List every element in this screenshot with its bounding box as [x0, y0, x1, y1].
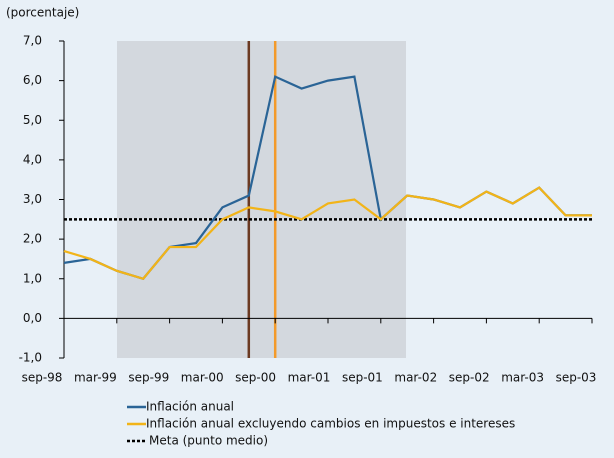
legend-label: Inflación anual	[146, 400, 234, 414]
shaded-period	[117, 41, 406, 358]
y-tick-label: -1,0	[19, 351, 42, 365]
y-tick-label: 5,0	[23, 113, 42, 127]
legend-label: Inflación anual excluyendo cambios en im…	[146, 417, 515, 431]
x-tick-label: mar-01	[288, 371, 331, 385]
y-tick-label: 1,0	[23, 271, 42, 285]
x-tick-label: sep-98	[22, 371, 63, 385]
x-tick-label: sep-02	[449, 371, 490, 385]
x-tick-label: mar-99	[74, 371, 117, 385]
x-tick-label: sep-03	[556, 371, 597, 385]
y-tick-label: 4,0	[23, 152, 42, 166]
x-tick-label: mar-03	[501, 371, 544, 385]
legend-label: Meta (punto medio)	[149, 434, 268, 448]
y-tick-label: 0,0	[23, 311, 42, 325]
x-tick-label: mar-02	[394, 371, 437, 385]
y-axis-label: (porcentaje)	[6, 6, 79, 20]
y-tick-label: 6,0	[23, 73, 42, 87]
x-tick-label: sep-99	[128, 371, 169, 385]
series-line	[63, 186, 592, 281]
x-tick-label: mar-00	[181, 371, 224, 385]
x-tick-label: sep-00	[235, 371, 276, 385]
y-tick-label: 3,0	[23, 192, 42, 206]
x-tick-label: sep-01	[342, 371, 383, 385]
y-tick-label: 7,0	[23, 34, 42, 48]
y-tick-label: 2,0	[23, 232, 42, 246]
